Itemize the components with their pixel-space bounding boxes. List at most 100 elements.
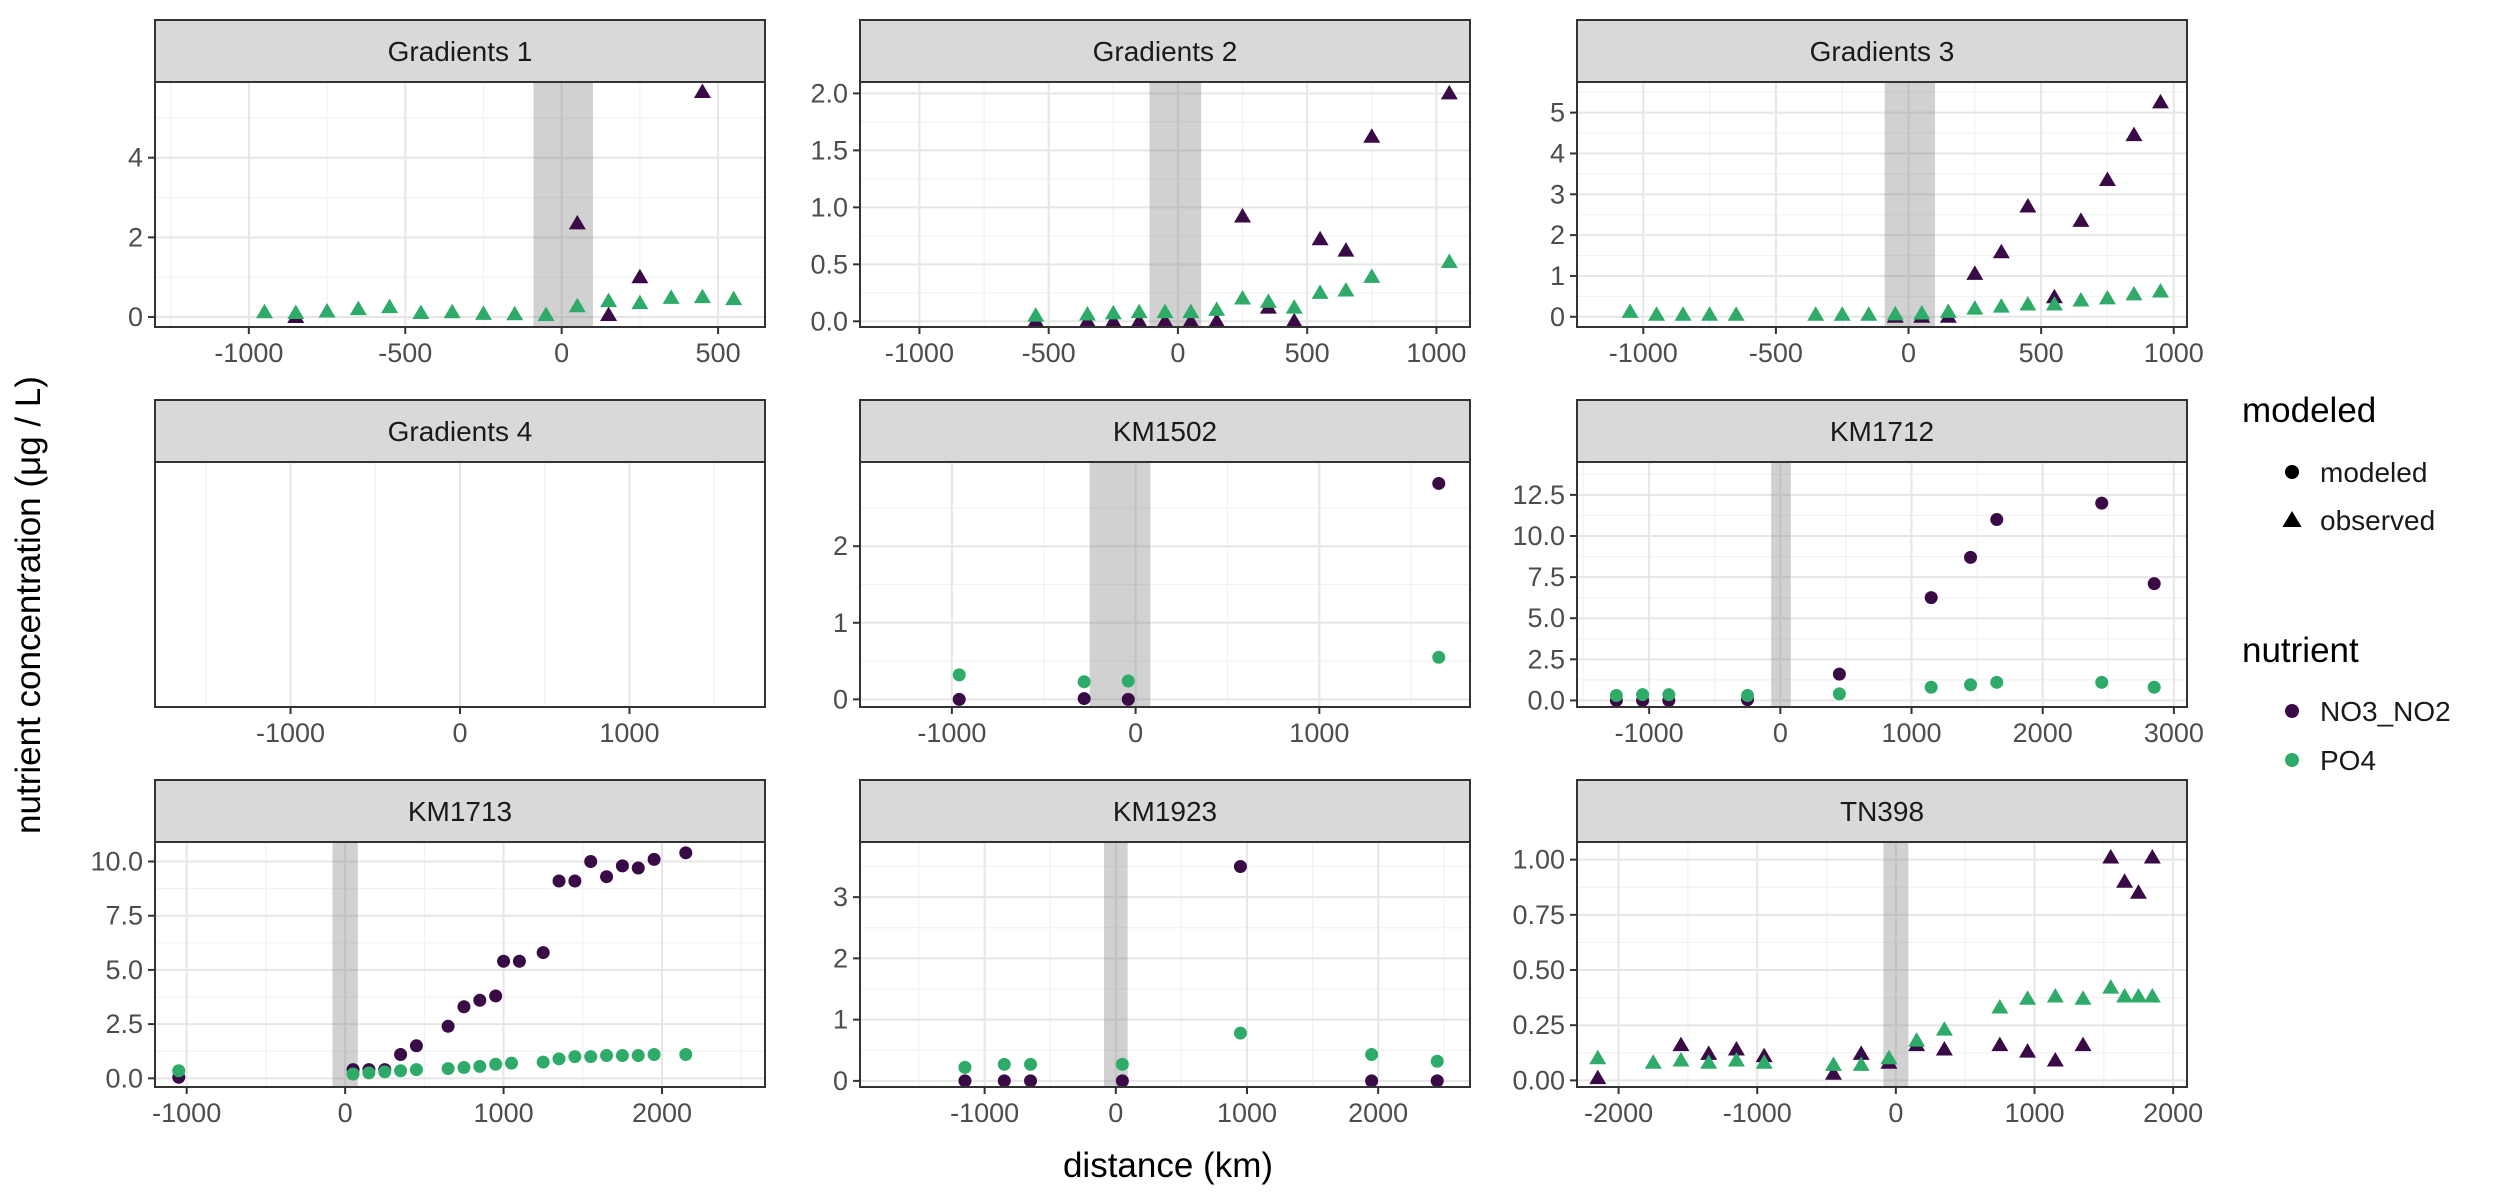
x-tick-label: -2000: [1584, 1098, 1653, 1128]
series-no3-no2: [952, 476, 1446, 706]
data-point: [1924, 591, 1938, 605]
facet-title: TN398: [1840, 796, 1924, 827]
data-point: [1077, 675, 1091, 689]
facet-title: Gradients 3: [1810, 36, 1955, 67]
y-tick-label: 2: [1550, 220, 1565, 250]
data-point: [1156, 312, 1174, 328]
data-point: [1589, 1049, 1607, 1065]
data-point: [1727, 1052, 1745, 1067]
data-point: [631, 268, 649, 284]
x-tick-label: -500: [1022, 338, 1076, 368]
panel-border: [1576, 841, 2188, 1088]
data-point: [1156, 303, 1174, 319]
x-tick-label: 1000: [1217, 1098, 1277, 1128]
data-point: [474, 305, 492, 320]
shaded-band: [1771, 462, 1791, 707]
data-point: [2019, 990, 2037, 1005]
panel-border: [859, 841, 1471, 1088]
shaded-band: [1884, 82, 1936, 327]
data-point: [693, 288, 711, 304]
data-point: [1365, 1074, 1379, 1088]
data-point: [2129, 988, 2147, 1003]
data-point: [1966, 265, 1984, 280]
data-point: [378, 1065, 392, 1079]
data-point: [1621, 303, 1639, 318]
y-tick-label: 3: [833, 882, 848, 912]
data-point: [2125, 126, 2143, 142]
y-tick-label: 0.50: [1512, 955, 1565, 985]
data-point: [2151, 282, 2169, 298]
x-tick-label: -500: [1749, 338, 1803, 368]
x-tick-label: 1000: [1289, 718, 1349, 748]
x-tick-label: 0: [554, 338, 569, 368]
legend: modeled modeled observed nutrient NO3_NO…: [2242, 391, 2451, 776]
data-point: [2019, 296, 2037, 311]
x-tick-label: -1000: [917, 718, 986, 748]
y-tick-label: 2.0: [810, 78, 848, 108]
series-po4: [952, 650, 1446, 689]
shaded-band: [533, 82, 593, 327]
data-point: [1130, 312, 1148, 328]
data-point: [1430, 1074, 1444, 1088]
data-point: [1992, 298, 2010, 313]
data-point: [1208, 301, 1226, 316]
panel-background: [1577, 842, 2187, 1087]
x-tick-label: 0: [1108, 1098, 1123, 1128]
data-point: [952, 692, 966, 706]
x-tick-label: -1000: [885, 338, 954, 368]
data-point: [1990, 513, 2004, 527]
data-point: [1430, 1054, 1444, 1068]
y-tick-label: 10.0: [90, 847, 143, 877]
panel-border: [1576, 81, 2188, 328]
data-point: [1259, 293, 1277, 308]
data-point: [1807, 306, 1825, 321]
panel-background: [1577, 82, 2187, 327]
x-tick-label: 2000: [2013, 718, 2073, 748]
data-point: [2046, 1052, 2064, 1067]
data-point: [381, 298, 399, 314]
data-point: [1674, 306, 1692, 321]
y-tick-label: 0.75: [1512, 900, 1565, 930]
data-point: [409, 1063, 423, 1077]
series-po4: [1589, 979, 2161, 1071]
data-point: [631, 294, 649, 310]
facet-strip: [154, 19, 766, 83]
data-point: [1589, 1069, 1607, 1085]
data-point: [1991, 1036, 2009, 1052]
x-tick-label: 500: [696, 338, 741, 368]
x-tick-label: 1000: [2004, 1098, 2064, 1128]
legend-color-title: nutrient: [2242, 631, 2359, 670]
data-point: [2143, 988, 2161, 1003]
series-no3-no2: [958, 860, 1444, 1088]
data-point: [497, 954, 511, 968]
data-point: [1432, 476, 1446, 490]
x-tick-label: -1000: [1609, 338, 1678, 368]
data-point: [346, 1067, 360, 1081]
data-point: [287, 304, 305, 320]
data-point: [536, 946, 550, 960]
panel-background: [860, 82, 1470, 327]
data-point: [1337, 242, 1355, 257]
legend-shape-title: modeled: [2242, 391, 2376, 430]
y-tick-label: 4: [128, 143, 143, 173]
x-tick-label: -500: [378, 338, 432, 368]
data-point: [1852, 1045, 1870, 1060]
data-point: [997, 1057, 1011, 1071]
data-point: [1824, 1065, 1842, 1080]
y-tick-label: 3: [1550, 179, 1565, 209]
data-point: [1727, 1040, 1745, 1056]
facet-gradients-3: Gradients 3 -1000 -500 0 500 1000 0 1 2 3 4 5: [1550, 19, 2204, 368]
data-point: [647, 852, 661, 866]
data-point: [1648, 306, 1666, 321]
data-point: [1024, 1074, 1038, 1088]
y-tick-label: 4: [1550, 138, 1565, 168]
data-point: [1233, 1026, 1247, 1040]
facet-strip: [859, 19, 1471, 83]
data-point: [2116, 873, 2134, 888]
data-point: [568, 297, 586, 313]
data-point: [2147, 680, 2161, 694]
data-point: [1964, 678, 1978, 692]
grid-lines: [859, 462, 1470, 707]
x-tick-label: 2000: [632, 1098, 692, 1128]
